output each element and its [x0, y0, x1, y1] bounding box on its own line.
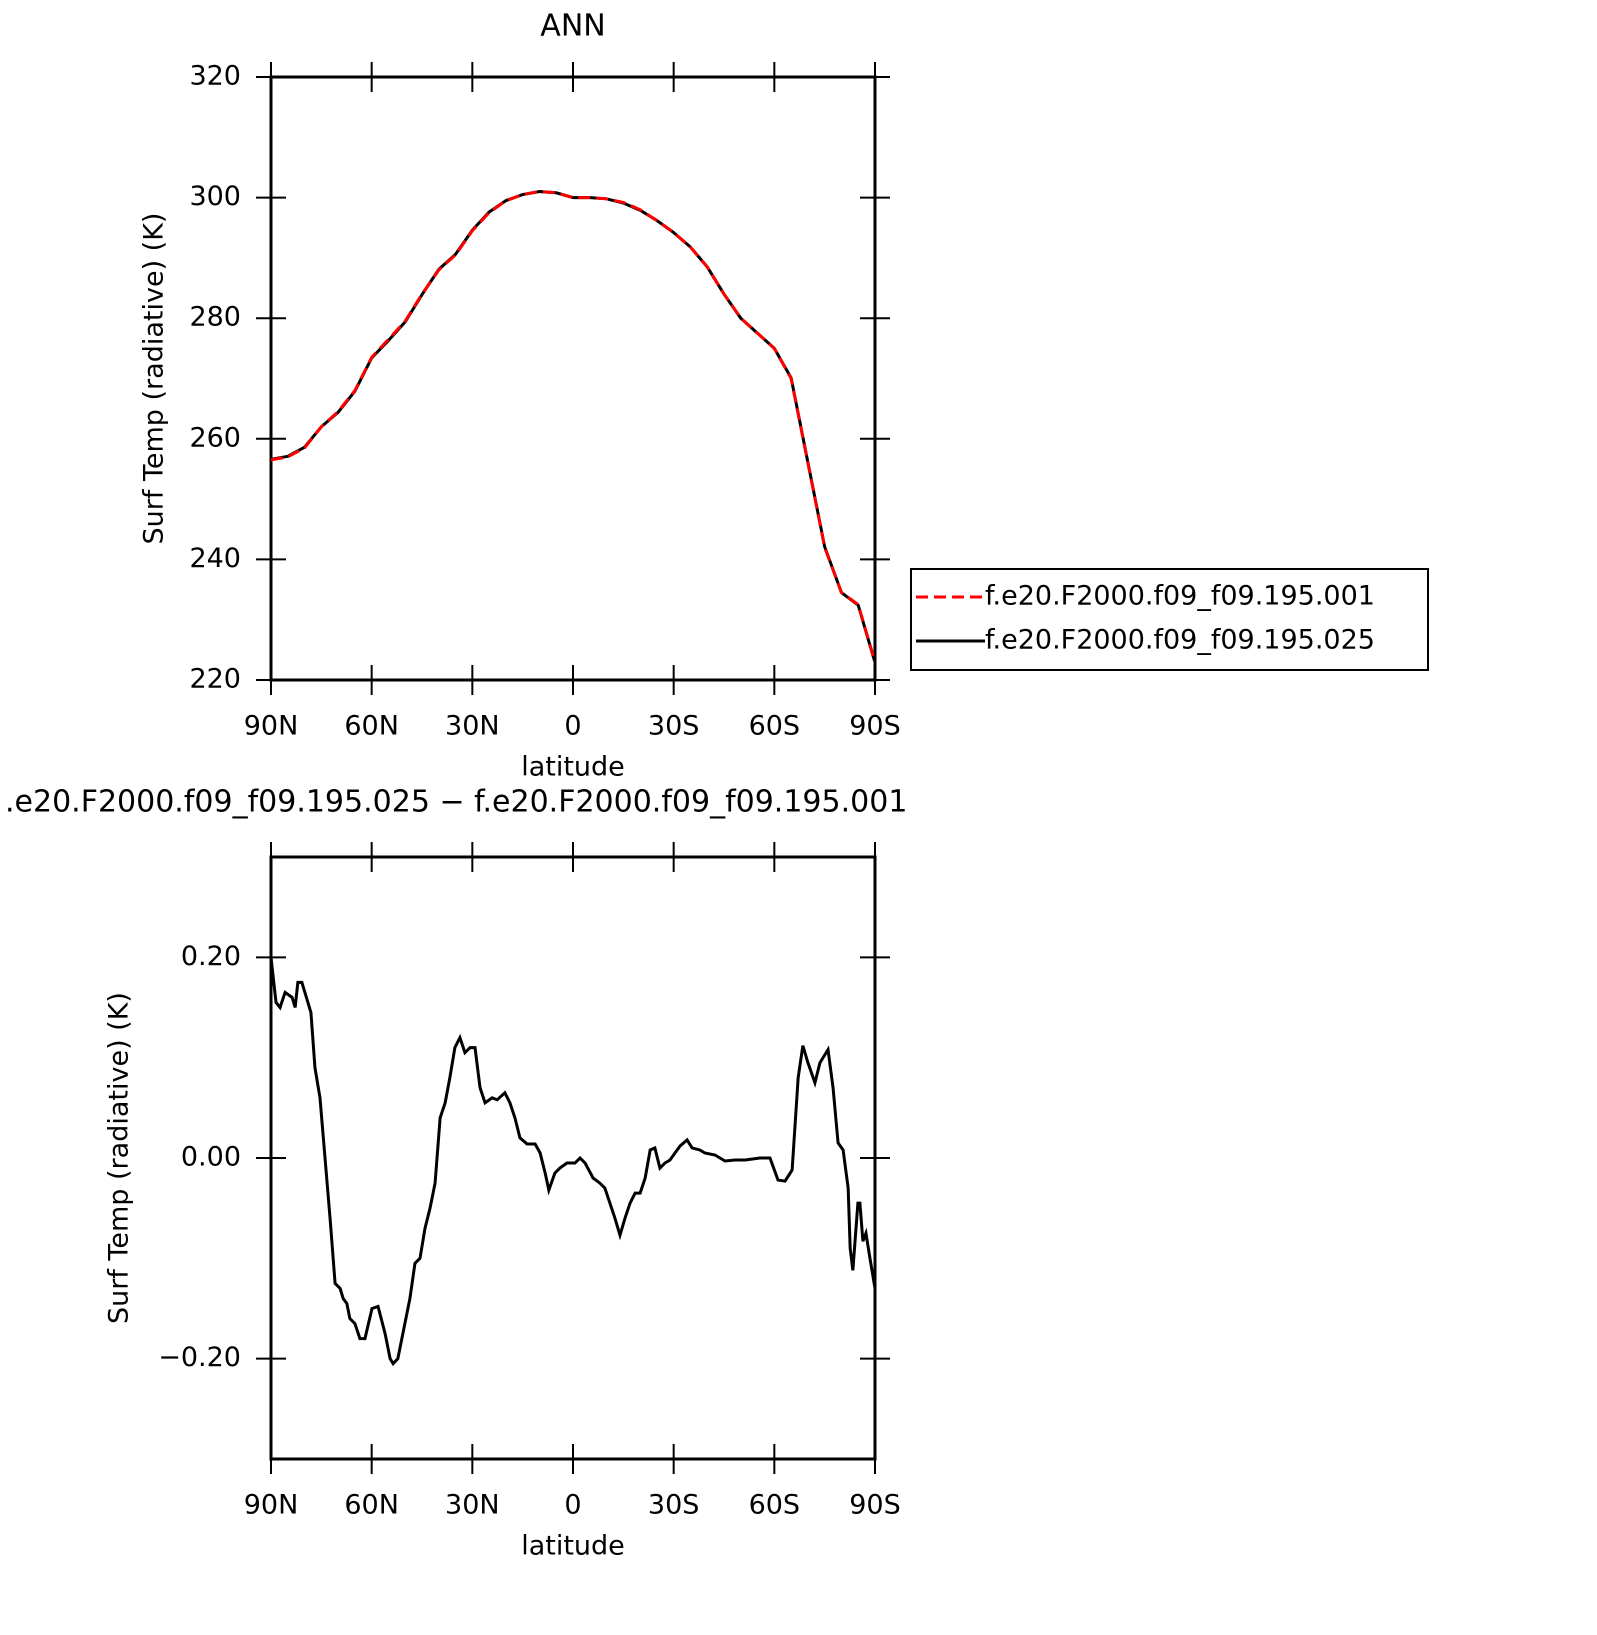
x-tick-label: 90N [244, 711, 299, 742]
x-tick-label: 30N [445, 1490, 500, 1521]
x-tick-label: 0 [564, 711, 581, 742]
x-axis-label: latitude [521, 752, 625, 783]
x-tick-label: 90S [849, 711, 901, 742]
x-tick-label: 30S [648, 1490, 700, 1521]
x-tick-label: 90S [849, 1490, 901, 1521]
data-line [269, 957, 877, 1367]
legend-label: f.e20.F2000.f09_f09.195.001 [985, 581, 1375, 612]
y-tick-label: 0.00 [181, 1142, 241, 1173]
y-tick-label: 300 [189, 181, 241, 212]
chart-title: ANN [540, 9, 605, 44]
x-tick-label: 60S [749, 711, 801, 742]
y-axis-label: Surf Temp (radiative) (K) [104, 992, 135, 1324]
y-tick-label: 320 [189, 61, 241, 92]
data-line [270, 190, 877, 663]
x-tick-label: 0 [564, 1490, 581, 1521]
data-line [270, 190, 877, 663]
y-tick-label: 220 [189, 664, 241, 695]
plot-frame [269, 855, 877, 1461]
x-tick-label: 90N [244, 1490, 299, 1521]
x-tick-label: 60N [344, 1490, 399, 1521]
x-tick-label: 30S [648, 711, 700, 742]
y-tick-label: 280 [189, 302, 241, 333]
legend-box [910, 568, 1429, 671]
y-tick-label: 0.20 [181, 941, 241, 972]
x-tick-label: 60S [749, 1490, 801, 1521]
legend-label: f.e20.F2000.f09_f09.195.025 [985, 625, 1375, 656]
y-axis-label: Surf Temp (radiative) (K) [139, 213, 170, 545]
chart-title: .e20.F2000.f09_f09.195.025 − f.e20.F2000… [5, 785, 907, 820]
y-tick-label: 260 [189, 422, 241, 453]
y-tick-label: 240 [189, 543, 241, 574]
x-axis-label: latitude [521, 1531, 625, 1562]
x-tick-label: 60N [344, 711, 399, 742]
y-tick-label: −0.20 [158, 1342, 241, 1373]
x-tick-label: 30N [445, 711, 500, 742]
